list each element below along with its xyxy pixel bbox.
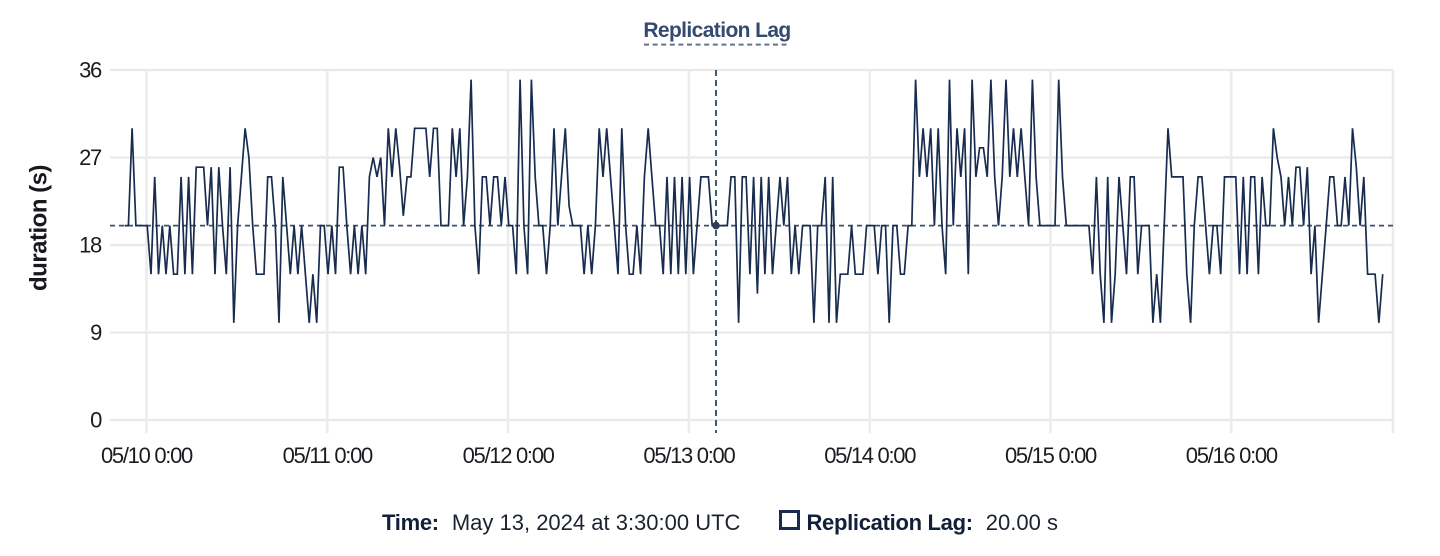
svg-text:05/14 0:00: 05/14 0:00 xyxy=(824,443,916,468)
svg-text:18: 18 xyxy=(79,233,102,258)
svg-text:Replication Lag: Replication Lag xyxy=(643,19,790,42)
svg-text:05/16 0:00: 05/16 0:00 xyxy=(1186,443,1278,468)
svg-text:9: 9 xyxy=(90,320,102,345)
svg-text:05/15 0:00: 05/15 0:00 xyxy=(1005,443,1097,468)
svg-text:36: 36 xyxy=(79,58,102,83)
svg-text:05/10 0:00: 05/10 0:00 xyxy=(101,443,193,468)
svg-text:0: 0 xyxy=(90,408,102,433)
svg-text:27: 27 xyxy=(79,145,102,170)
svg-text:duration (s): duration (s) xyxy=(26,165,53,291)
svg-text:05/12 0:00: 05/12 0:00 xyxy=(463,443,555,468)
svg-text:05/11 0:00: 05/11 0:00 xyxy=(283,443,373,468)
svg-text:05/13 0:00: 05/13 0:00 xyxy=(643,443,735,468)
